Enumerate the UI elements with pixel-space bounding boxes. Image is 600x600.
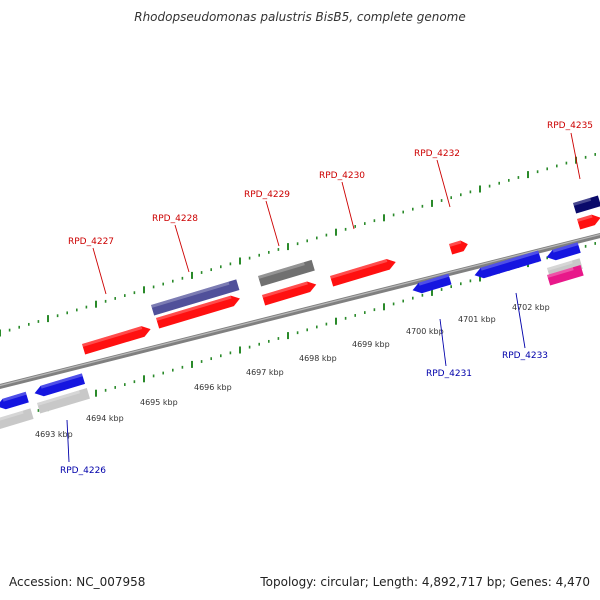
- gene-arrow[interactable]: [545, 242, 581, 262]
- gene-arrow[interactable]: [262, 279, 318, 306]
- gene-arrow[interactable]: [577, 212, 600, 230]
- label-leader-line: [341, 181, 355, 230]
- label-leader-line: [66, 419, 70, 463]
- gene-arrow-highlight: [547, 267, 574, 278]
- accession-text: Accession: NC_007958: [9, 575, 146, 589]
- gene-arrow-highlight: [2, 391, 27, 402]
- gene-label[interactable]: RPD_4232: [414, 149, 460, 159]
- gene-arrow-body: [412, 273, 452, 294]
- backbone-line: [0, 232, 600, 390]
- label-leader-line: [92, 247, 107, 295]
- gene-arrow-highlight: [480, 250, 539, 271]
- gene-arrow[interactable]: [573, 195, 600, 214]
- map-title: Rhodopseudomonas palustris BisB5, comple…: [134, 10, 466, 24]
- outer-tick-ring: [0, 153, 597, 337]
- scale-label: 4694 kbp: [86, 414, 124, 423]
- gene-arrow-body: [151, 279, 240, 316]
- gene-arrow-highlight: [552, 242, 579, 253]
- gene-arrow[interactable]: [411, 273, 452, 296]
- gene-arrow[interactable]: [449, 239, 469, 255]
- gene-arrow-highlight: [40, 373, 83, 389]
- gene-arrow[interactable]: [330, 257, 397, 287]
- gene-label[interactable]: RPD_4233: [502, 351, 548, 361]
- scale-label: 4693 kbp: [35, 430, 73, 439]
- gene-features[interactable]: [0, 195, 600, 430]
- gene-arrow-highlight: [547, 260, 573, 271]
- gene-arrow-body: [546, 242, 581, 261]
- gene-labels: RPD_4226 RPD_4227 RPD_4228 RPD_4229 RPD_4230…: [60, 121, 593, 476]
- label-leader-line: [439, 318, 447, 367]
- label-leader-line: [515, 292, 526, 349]
- gene-arrow-highlight: [37, 390, 81, 406]
- gene-arrow-body: [34, 373, 86, 397]
- gene-arrow-highlight: [258, 262, 305, 279]
- gene-arrow-highlight: [262, 281, 308, 298]
- label-leader-line: [174, 224, 190, 273]
- gene-label[interactable]: RPD_4230: [319, 171, 365, 181]
- gene-arrow-highlight: [573, 197, 592, 206]
- gene-arrow-body: [577, 214, 600, 230]
- scale-label: 4698 kbp: [299, 354, 337, 363]
- gene-arrow-body: [82, 326, 151, 355]
- gene-arrow[interactable]: [258, 259, 315, 287]
- gene-arrow-highlight: [82, 326, 143, 347]
- gene-arrow-body: [156, 295, 240, 329]
- gene-arrow-body: [37, 388, 90, 414]
- scale-label: 4699 kbp: [352, 340, 390, 349]
- gene-arrow[interactable]: [151, 279, 240, 316]
- gene-arrow[interactable]: [547, 264, 584, 286]
- gene-arrow-body: [0, 408, 34, 430]
- scale-label: 4700 kbp: [406, 327, 444, 336]
- scale-label: 4701 kbp: [458, 315, 496, 324]
- gene-label[interactable]: RPD_4227: [68, 237, 114, 247]
- gene-arrow-body: [258, 259, 315, 287]
- gene-arrow-body: [262, 281, 317, 306]
- gene-arrow-body: [0, 391, 29, 410]
- gene-arrow[interactable]: [33, 373, 86, 398]
- gene-arrow[interactable]: [82, 324, 152, 355]
- scale-labels: 4693 kbp 4694 kbp 4695 kbp 4696 kbp 4697 kbp…: [35, 303, 550, 439]
- gene-label[interactable]: RPD_4226: [60, 466, 106, 476]
- gene-arrow-highlight: [418, 273, 450, 286]
- gene-arrow[interactable]: [0, 391, 29, 412]
- gene-arrow-body: [573, 195, 600, 214]
- gene-arrow-highlight: [151, 281, 230, 308]
- scale-label: 4702 kbp: [512, 303, 550, 312]
- gene-arrow-body: [547, 264, 584, 286]
- gene-arrow-highlight: [330, 259, 388, 279]
- scale-label: 4696 kbp: [194, 383, 232, 392]
- gene-label[interactable]: RPD_4228: [152, 214, 198, 224]
- label-leader-line: [436, 159, 451, 208]
- backbone-highlight: [0, 233, 600, 387]
- gene-arrow-highlight: [156, 295, 232, 321]
- gene-arrow-body: [474, 250, 542, 279]
- scale-label: 4697 kbp: [246, 368, 284, 377]
- label-leader-line: [570, 132, 581, 180]
- gene-arrow-highlight: [0, 410, 24, 422]
- gene-arrow-highlight: [577, 214, 593, 222]
- gene-arrow[interactable]: [156, 293, 242, 329]
- topology-text: Topology: circular; Length: 4,892,717 bp…: [260, 575, 590, 589]
- gene-label[interactable]: RPD_4229: [244, 190, 290, 200]
- genome-backbone: [0, 232, 600, 390]
- label-leader-line: [265, 200, 280, 247]
- gene-arrow-highlight: [449, 240, 462, 247]
- gene-arrow[interactable]: [0, 408, 34, 430]
- gene-arrow[interactable]: [37, 388, 90, 414]
- gene-arrow-body: [330, 259, 396, 287]
- gene-label[interactable]: RPD_4235: [547, 121, 593, 131]
- gene-arrow-body: [449, 240, 468, 255]
- gene-label[interactable]: RPD_4231: [426, 369, 472, 379]
- gene-arrow[interactable]: [473, 250, 542, 280]
- scale-label: 4695 kbp: [140, 398, 178, 407]
